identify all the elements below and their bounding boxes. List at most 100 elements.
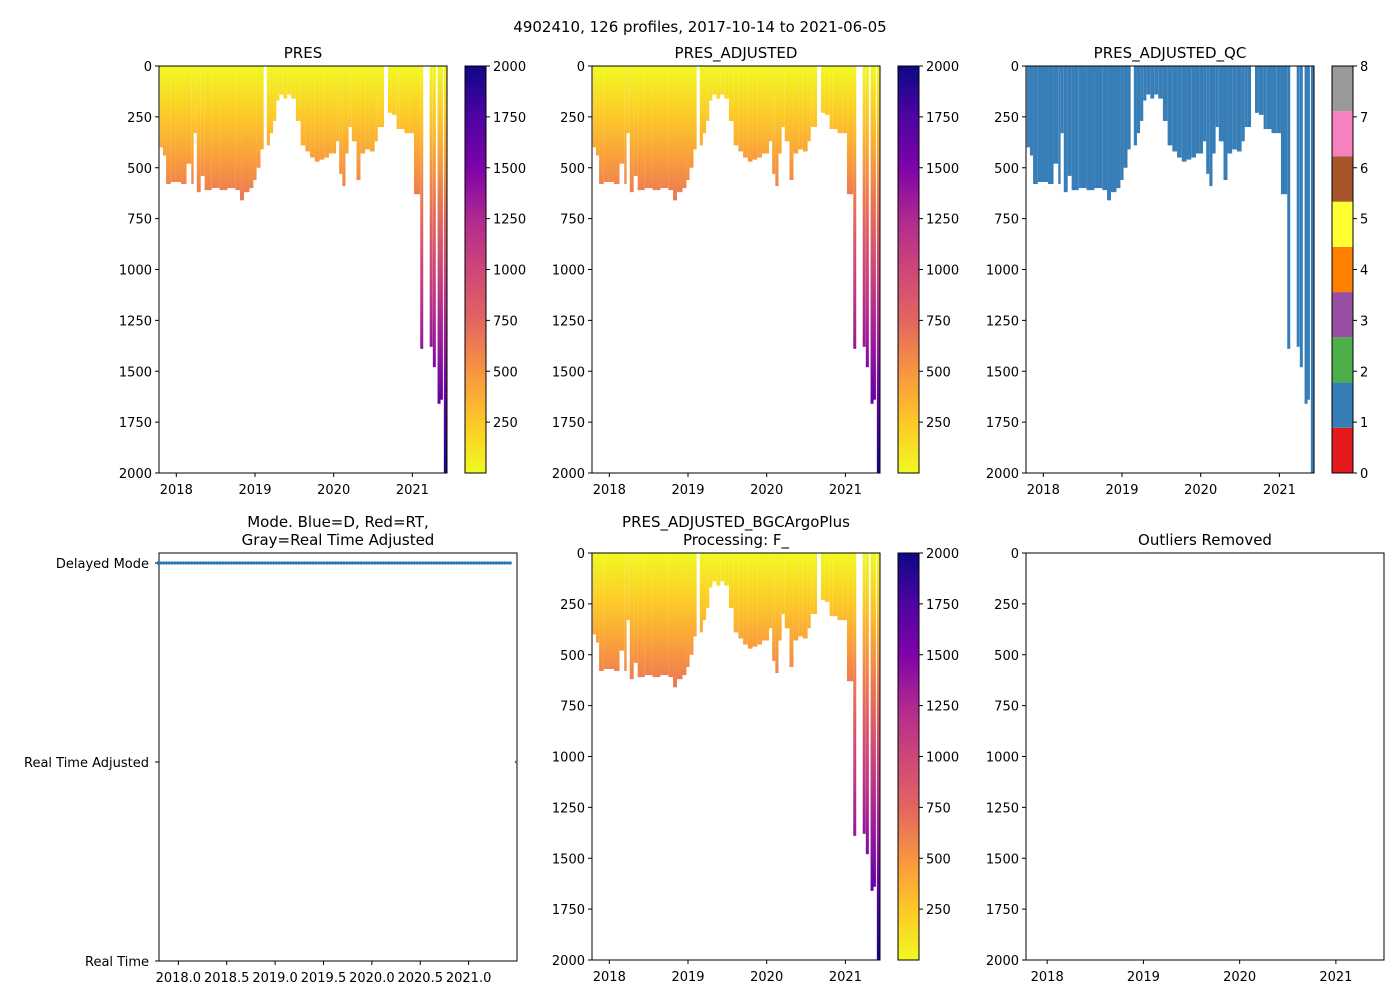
colorbar-tick-label: 1 (1360, 416, 1368, 431)
panel-pres: 0 250 500 750 1000 1250 1500 1750 2000 2018 2019 20… (119, 44, 526, 498)
profile-bar (1172, 66, 1178, 152)
mode-point (311, 561, 315, 565)
profile-bar (712, 66, 717, 95)
mode-point (384, 561, 388, 565)
profile-bar (709, 553, 713, 588)
mode-point (452, 561, 456, 565)
profile-bar (686, 553, 690, 667)
profile-bar (829, 553, 833, 617)
x-tick-label: 2018.5 (204, 971, 250, 986)
panel-title: PRES_ADJUSTED_QC (1094, 44, 1247, 63)
mode-point (193, 561, 197, 565)
profile-bar (1310, 66, 1314, 473)
profile-bar (709, 66, 713, 101)
y-tick-label: 2000 (552, 467, 585, 482)
profile-bar (1067, 66, 1072, 176)
mode-point (455, 561, 459, 565)
profile-bar (747, 66, 753, 162)
colorbar-tick-label: 2000 (926, 547, 959, 562)
profile-bar (319, 66, 325, 160)
profile-bar (1116, 66, 1121, 189)
mode-point (339, 561, 343, 565)
mode-point (291, 561, 295, 565)
profile-bar (872, 66, 876, 400)
panel-title-line: PRES_ADJUSTED_BGCArgoPlus (622, 513, 850, 532)
profile-bar (733, 553, 739, 633)
profile-bar (798, 66, 803, 150)
mode-point (162, 561, 166, 565)
y-tick-label: 750 (560, 700, 585, 715)
profile-bar (853, 66, 857, 349)
y-tick-label: 1250 (552, 801, 585, 816)
mode-point (488, 561, 493, 565)
mode-point (246, 561, 250, 565)
profile-bar (1110, 66, 1117, 193)
profile-bar (872, 553, 876, 887)
y-tick-label: 1250 (552, 314, 585, 329)
y-tick-label: 1000 (119, 264, 152, 279)
profile-bar (793, 553, 799, 641)
mode-point (277, 561, 281, 565)
y-tick-label: 1500 (119, 365, 152, 380)
colorbar-tick-label: 1250 (493, 213, 526, 228)
mode-point (449, 561, 453, 565)
profile-bar (1254, 66, 1259, 113)
profile-bar (728, 66, 734, 121)
profile-bar (738, 66, 744, 152)
mode-point (494, 561, 498, 565)
colorbar-segment (1332, 156, 1353, 202)
mode-point (314, 561, 318, 565)
mode-point (387, 561, 391, 565)
profile-bar (614, 553, 620, 672)
profile-bar (1236, 66, 1242, 152)
profile-bar (829, 66, 833, 130)
profile-bar (243, 66, 250, 193)
colorbar-segment (1332, 111, 1353, 157)
panel-title: PRES_ADJUSTED (675, 44, 798, 63)
profile-bar (689, 66, 694, 168)
mode-point (204, 561, 208, 565)
y-tick-label: 750 (127, 213, 152, 228)
mode-point (288, 561, 293, 565)
profile-bar (832, 553, 838, 617)
profile-bar (676, 66, 683, 193)
profile-bar (876, 66, 880, 473)
profile-bar (1287, 66, 1291, 349)
y-tick-label: 1750 (986, 416, 1019, 431)
y-tick-label: 1000 (552, 264, 585, 279)
profile-bar (1218, 66, 1224, 142)
profile-bar (837, 553, 843, 621)
profile-bar (1123, 66, 1128, 168)
profile-bar (269, 66, 274, 134)
mode-point (350, 561, 355, 565)
mode-point (491, 561, 495, 565)
profile-bar (287, 66, 292, 95)
profile-bar (712, 553, 717, 582)
profile-bar (1026, 66, 1030, 148)
mode-point (395, 561, 400, 565)
profile-bar (345, 66, 349, 154)
profile-bar (240, 66, 244, 201)
profile-bar (273, 66, 277, 121)
mode-point (322, 561, 326, 565)
mode-point (181, 561, 185, 565)
colorbar-tick-label: 500 (926, 852, 951, 867)
profile-bar (399, 66, 405, 130)
profile-bar (377, 66, 381, 128)
colorbar-tick-label: 0 (1360, 467, 1368, 482)
profile-bar (1154, 66, 1159, 95)
mode-point (167, 561, 171, 565)
colorbar-tick-label: 1500 (493, 162, 526, 177)
profile-bar (820, 553, 825, 600)
colorbar-tick-label: 750 (926, 314, 951, 329)
profile-bar (810, 553, 814, 615)
profile-bar (1140, 66, 1144, 121)
mode-point (249, 561, 253, 565)
profile-bar (443, 66, 447, 473)
profile-bar (1215, 66, 1219, 128)
profile-bar (1227, 66, 1233, 154)
mode-point (243, 561, 247, 565)
mode-point (364, 561, 369, 565)
profile-bar (360, 66, 366, 154)
